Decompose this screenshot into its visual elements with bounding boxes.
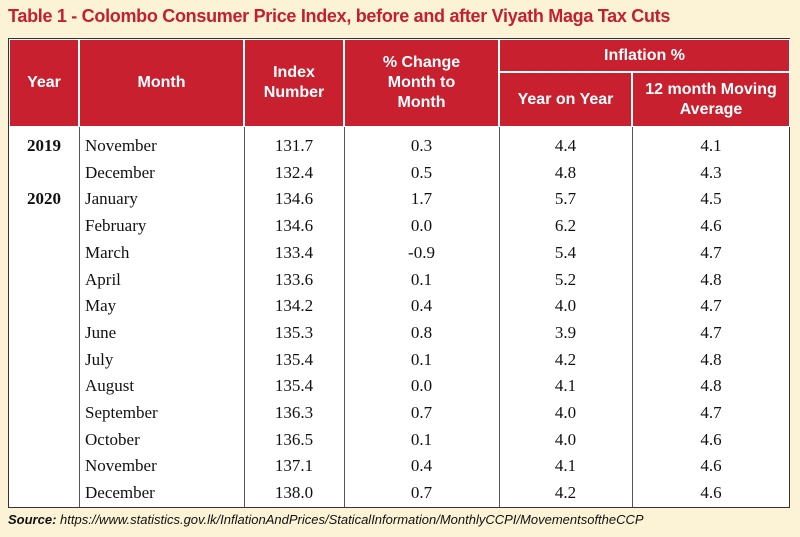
column-rule (344, 127, 345, 507)
cell-index: 135.4 (274, 376, 314, 396)
cell-change: 0.0 (410, 216, 433, 236)
cell-month: December (85, 162, 155, 182)
cell-yoy: 4.1 (554, 376, 577, 396)
cell-year: 2020 (27, 189, 61, 209)
cell-index: 134.2 (274, 296, 314, 316)
cell-change: 0.8 (410, 322, 433, 342)
cell-yoy: 4.8 (554, 162, 577, 182)
cell-change: -0.9 (408, 242, 435, 262)
header-cell: Month (79, 39, 244, 127)
cell-average: 4.7 (700, 322, 722, 342)
cell-index: 133.4 (274, 242, 314, 262)
cell-yoy: 5.2 (554, 269, 577, 289)
cell-month: January (85, 189, 138, 209)
cell-change: 0.5 (410, 162, 433, 182)
cell-yoy: 4.2 (554, 483, 577, 503)
cell-index: 134.6 (274, 189, 314, 209)
cell-index: 135.4 (274, 349, 314, 369)
cell-yoy: 4.0 (554, 296, 577, 316)
cell-month: May (85, 296, 117, 316)
cell-average: 4.3 (700, 162, 722, 182)
cell-average: 4.6 (700, 456, 722, 476)
cell-year: 2019 (27, 136, 61, 155)
cell-average: 4.5 (700, 189, 722, 209)
column-rule (632, 127, 633, 507)
table: Year Month Index Number % Change Month t… (8, 38, 790, 508)
cell-change: 0.0 (410, 376, 433, 396)
cell-index: 132.4 (274, 162, 314, 182)
column-rule (244, 127, 245, 507)
header-cell: % Change Month to Month (344, 39, 499, 127)
cell-month: November (85, 456, 157, 476)
cell-month: July (85, 349, 114, 369)
cell-yoy: 4.0 (554, 429, 577, 449)
cell-yoy: 5.4 (554, 242, 577, 262)
cell-yoy: 5.7 (554, 189, 577, 209)
cell-change: 0.4 (410, 296, 433, 316)
header-cell: 12 month Moving Average (632, 72, 790, 127)
cell-month: April (85, 269, 121, 289)
cell-change: 1.7 (410, 189, 433, 209)
cell-average: 4.6 (700, 429, 722, 449)
cell-average: 4.7 (700, 403, 722, 422)
header-cell: Index Number (244, 39, 344, 127)
cell-yoy: 4.1 (554, 456, 577, 476)
header-cell: Year on Year (499, 72, 632, 127)
cell-average: 4.7 (700, 296, 722, 316)
cell-average: 4.7 (700, 242, 722, 262)
cell-change: 0.1 (410, 269, 433, 289)
source: Source: https://www.statistics.gov.lk/In… (8, 512, 644, 527)
title: Table 1 - Colombo Consumer Price Index, … (8, 6, 671, 26)
cell-change: 0.4 (410, 456, 433, 476)
cell-index: 133.6 (274, 269, 314, 289)
header-cell: Year (9, 39, 79, 127)
cell-index: 136.3 (274, 403, 314, 422)
cell-average: 4.1 (700, 136, 722, 155)
cell-yoy: 4.4 (554, 136, 577, 155)
cell-month: November (85, 136, 157, 155)
cell-yoy: 3.9 (554, 322, 577, 342)
cell-index: 136.5 (274, 429, 314, 449)
cell-index: 138.0 (274, 483, 314, 503)
cell-change: 0.1 (410, 349, 433, 369)
cell-month: June (85, 322, 117, 342)
cell-index: 135.3 (274, 322, 314, 342)
cell-month: October (85, 429, 140, 449)
cell-yoy: 4.0 (554, 403, 577, 422)
cell-yoy: 4.2 (554, 349, 577, 369)
cell-average: 4.8 (700, 269, 722, 289)
source-label: Source: (8, 512, 57, 527)
cell-change: 0.1 (410, 429, 433, 449)
cell-average: 4.8 (700, 349, 722, 369)
cell-average: 4.6 (700, 483, 722, 503)
source-text: https://www.statistics.gov.lk/InflationA… (60, 512, 644, 527)
cell-yoy: 6.2 (554, 216, 577, 236)
cell-month: September (85, 403, 158, 422)
cell-index: 131.7 (274, 136, 314, 155)
cell-index: 137.1 (274, 456, 314, 476)
column-rule (499, 127, 500, 507)
cell-average: 4.8 (700, 376, 722, 396)
cell-month: August (85, 376, 135, 396)
cell-month: March (85, 242, 130, 262)
column-rule (79, 127, 80, 507)
cell-average: 4.6 (700, 216, 722, 236)
cell-change: 0.7 (410, 483, 433, 503)
cell-change: 0.7 (410, 403, 433, 422)
cell-month: February (85, 216, 147, 236)
cell-index: 134.6 (274, 216, 314, 236)
cell-change: 0.3 (410, 136, 433, 155)
header-cell: Inflation % (499, 39, 790, 72)
cell-month: December (85, 483, 155, 503)
